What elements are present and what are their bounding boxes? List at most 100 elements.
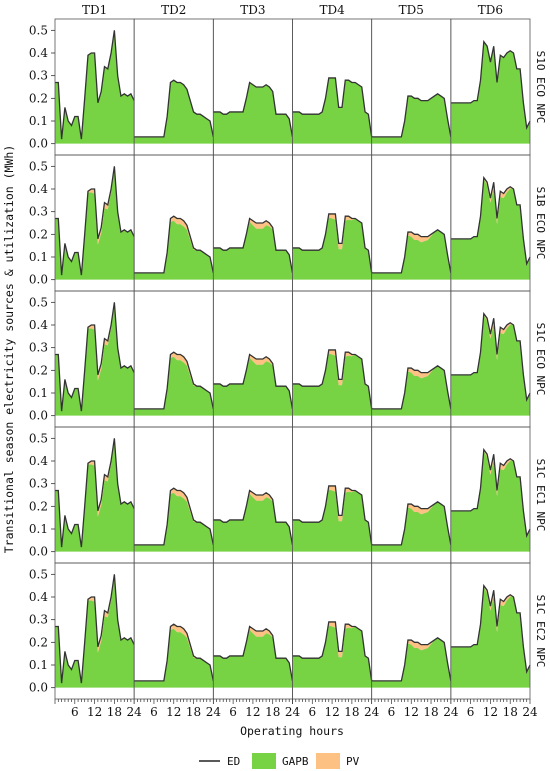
ed-line — [292, 621, 373, 681]
ed-line — [292, 213, 373, 273]
y-tick-label: 0.0 — [29, 409, 48, 423]
x-tick-label: 12 — [87, 705, 102, 719]
ed-line — [55, 302, 135, 412]
x-tick-label: 6 — [71, 705, 79, 719]
panel-td4-row2 — [292, 154, 373, 292]
ed-line — [292, 485, 373, 545]
ed-line — [292, 349, 373, 409]
gapb-area — [213, 493, 293, 552]
gapb-area — [134, 80, 214, 144]
gapb-area — [134, 356, 214, 416]
y-tick-label: 0.0 — [29, 137, 48, 151]
panel-td4-row3 — [292, 290, 373, 428]
row-labels: S1O ECO NPC S1B ECO NPC S1C ECO NPC S1C EC1… — [534, 51, 547, 668]
x-tick-label: 18 — [186, 705, 201, 719]
gapb-area — [55, 168, 135, 280]
legend-pv-swatch — [316, 753, 340, 769]
ed-line — [213, 489, 294, 545]
panel-td1-row1 — [54, 18, 135, 156]
ed-line — [371, 637, 452, 682]
y-tick-label: 0.5 — [29, 295, 48, 309]
panel-td3-row5 — [212, 562, 294, 700]
ed-line — [134, 215, 214, 274]
panel-td3-row1 — [212, 18, 294, 156]
panel-td3-row3 — [212, 290, 294, 428]
row-label-1: S1O ECO NPC — [534, 51, 547, 124]
panel-td4-row1 — [292, 18, 373, 156]
ed-line — [450, 311, 531, 403]
ed-line — [134, 623, 214, 682]
panel-td6-row5 — [450, 562, 531, 700]
ed-line — [213, 353, 294, 409]
y-tick-label: 0.2 — [29, 91, 48, 105]
x-axis-ticks: 6 12 18 24 6 12 18 24 6 12 18 24 6 12 18 24 6 12 18 24 6 12 18… — [54, 699, 538, 719]
ed-line — [134, 351, 214, 410]
y-tick-label: 0.3 — [29, 205, 48, 219]
gapb-area — [292, 625, 372, 688]
panel-td1-row4 — [54, 426, 135, 564]
gapb-area — [371, 637, 451, 688]
y-tick-label: 0.1 — [29, 114, 48, 128]
gapb-area — [213, 221, 293, 280]
gapb-area — [55, 30, 135, 144]
gapb-area — [134, 492, 214, 552]
x-tick-label: 18 — [423, 705, 438, 719]
y-tick-label: 0.2 — [29, 227, 48, 241]
y-tick-label: 0.1 — [29, 386, 48, 400]
y-tick-label: 0.2 — [29, 499, 48, 513]
x-tick-label: 12 — [324, 705, 339, 719]
ed-line — [213, 217, 294, 273]
panel-td3-row4 — [212, 426, 294, 564]
x-tick-label: 24 — [127, 705, 143, 719]
panel-td6-row1 — [450, 18, 531, 156]
y-tick-label: 0.5 — [29, 567, 48, 581]
x-tick-label: 12 — [404, 705, 419, 719]
ed-line — [213, 625, 294, 681]
gapb-area — [292, 353, 372, 416]
ed-line — [450, 175, 531, 267]
y-tick-label: 0.1 — [29, 522, 48, 536]
row-label-5: S1C EC2 NPC — [534, 595, 547, 668]
panel-td5-row1 — [371, 18, 452, 156]
ed-line — [450, 39, 531, 131]
y-axis-title: Transitional season electricity sources … — [2, 145, 16, 554]
gapb-area — [213, 629, 293, 688]
facet-panels — [54, 18, 531, 700]
gapb-area — [450, 450, 530, 552]
x-tick-label: 6 — [308, 705, 316, 719]
y-tick-label: 0.4 — [29, 182, 48, 196]
x-tick-label: 6 — [150, 705, 158, 719]
gapb-area — [450, 178, 530, 280]
ed-line — [292, 77, 373, 137]
gapb-area — [450, 586, 530, 688]
x-tick-label: 18 — [107, 705, 122, 719]
ed-line — [134, 79, 214, 138]
gapb-area — [371, 365, 451, 416]
column-label-td4: TD4 — [319, 3, 345, 17]
legend: ED GAPB PV — [199, 753, 360, 769]
row-label-2: S1B ECO NPC — [534, 187, 547, 260]
x-tick-label: 24 — [285, 705, 301, 719]
panel-td6-row3 — [450, 290, 531, 428]
panel-td5-row3 — [371, 290, 452, 428]
y-tick-label: 0.0 — [29, 681, 48, 695]
column-label-td3: TD3 — [240, 3, 265, 17]
ed-line — [213, 81, 294, 137]
panel-td5-row5 — [371, 562, 452, 700]
panel-td2-row5 — [133, 562, 214, 700]
ed-line — [55, 438, 135, 548]
x-tick-label: 12 — [483, 705, 498, 719]
x-tick-label: 24 — [206, 705, 222, 719]
y-tick-label: 0.0 — [29, 273, 48, 287]
ed-line — [55, 30, 135, 140]
gapb-area — [450, 41, 530, 144]
y-tick-label: 0.5 — [29, 431, 48, 445]
ed-line — [371, 501, 452, 546]
row-label-4: S1C EC1 NPC — [534, 459, 547, 532]
x-tick-label: 6 — [467, 705, 475, 719]
panel-td2-row2 — [133, 154, 214, 292]
column-label-td6: TD6 — [478, 3, 503, 17]
x-tick-label: 18 — [503, 705, 518, 719]
y-tick-label: 0.2 — [29, 363, 48, 377]
